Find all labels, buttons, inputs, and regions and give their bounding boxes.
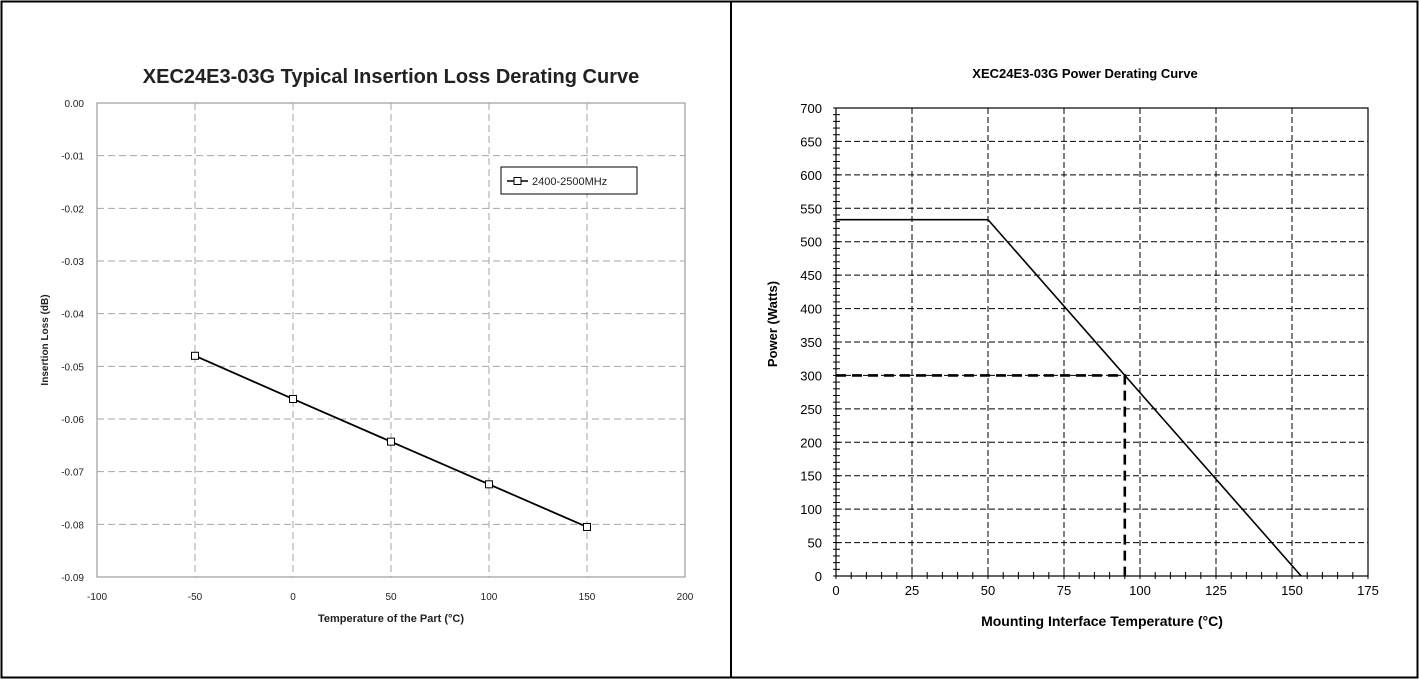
il-x-tick-label: -100 [87, 592, 107, 603]
pd-x-tick-label: 50 [981, 583, 995, 598]
pd-y-tick-label: 200 [800, 435, 822, 450]
pd-y-tick-label: 300 [800, 368, 822, 383]
pd-y-tick-label: 150 [800, 469, 822, 484]
pd-y-tick-label: 500 [800, 235, 822, 250]
pd-x-tick-label: 75 [1057, 583, 1071, 598]
il-legend-marker [513, 177, 522, 185]
il-y-tick-label: 0.00 [65, 99, 85, 110]
pd-x-tick-label: 150 [1281, 583, 1303, 598]
il-y-tick-label: -0.09 [61, 573, 84, 584]
il-x-tick-label: 50 [385, 592, 397, 603]
il-y-tick-label: -0.03 [61, 257, 84, 268]
il-legend: 2400-2500MHz [500, 166, 638, 195]
il-x-tick-label: 150 [579, 592, 596, 603]
pd-x-tick-label: 125 [1205, 583, 1227, 598]
pd-y-tick-label: 100 [800, 502, 822, 517]
il-data-point [289, 394, 297, 403]
pd-y-tick-label: 550 [800, 201, 822, 216]
pd-x-tick-label: 175 [1357, 583, 1379, 598]
pd-x-tick-label: 0 [832, 583, 839, 598]
il-legend-label: 2400-2500MHz [532, 176, 607, 188]
pd-y-tick-label: 350 [800, 335, 822, 350]
il-y-tick-label: -0.05 [61, 362, 84, 373]
power-derating-chart: XEC24E3-03G Power Derating Curve 0 50 100 1… [765, 66, 1379, 629]
pd-x-tick-label: 25 [905, 583, 919, 598]
il-x-axis-ticks: -100 -50 0 50 100 150 200 [87, 592, 694, 603]
pd-x-axis-label: Mounting Interface Temperature (°C) [981, 613, 1223, 629]
il-data-point [583, 522, 591, 531]
pd-y-tick-label: 700 [800, 101, 822, 116]
pd-y-tick-label: 50 [808, 536, 822, 551]
il-y-axis-label: Insertion Loss (dB) [40, 294, 51, 385]
il-y-axis-ticks: 0.00 -0.01 -0.02 -0.03 -0.04 -0.05 -0.06 -0.07 -… [61, 99, 84, 584]
pd-series-line [836, 218, 1302, 577]
pd-plot-area [835, 107, 1369, 577]
il-chart-title: XEC24E3-03G Typical Insertion Loss Derat… [143, 66, 639, 88]
il-y-tick-label: -0.01 [61, 152, 84, 163]
pd-y-tick-label: 0 [815, 569, 822, 584]
il-y-tick-label: -0.08 [61, 520, 84, 531]
pd-y-tick-label: 250 [800, 402, 822, 417]
il-data-point [485, 480, 493, 489]
pd-chart-title: XEC24E3-03G Power Derating Curve [972, 66, 1197, 81]
il-y-tick-label: -0.06 [61, 415, 84, 426]
il-x-tick-label: 0 [290, 592, 296, 603]
pd-y-tick-label: 650 [800, 134, 822, 149]
il-data-point [191, 351, 199, 360]
il-y-tick-label: -0.07 [61, 468, 84, 479]
il-y-tick-label: -0.02 [61, 204, 84, 215]
il-series-group [191, 351, 591, 531]
pd-series-group [836, 218, 1302, 577]
pd-y-tick-label: 450 [800, 268, 822, 283]
pd-x-tick-label: 100 [1129, 583, 1151, 598]
il-data-point [387, 437, 395, 446]
il-x-tick-label: -50 [188, 592, 203, 603]
insertion-loss-chart: XEC24E3-03G Typical Insertion Loss Derat… [40, 66, 694, 625]
pd-x-axis-ticks: 0 25 50 75 100 125 150 175 [832, 583, 1378, 598]
pd-y-tick-label: 400 [800, 302, 822, 317]
il-y-tick-label: -0.04 [61, 310, 84, 321]
il-x-tick-label: 100 [481, 592, 498, 603]
il-x-axis-label: Temperature of the Part (°C) [318, 613, 464, 625]
il-x-tick-label: 200 [677, 592, 694, 603]
pd-y-axis-label: Power (Watts) [765, 281, 780, 367]
pd-y-tick-label: 600 [800, 168, 822, 183]
pd-y-axis-ticks: 0 50 100 150 200 250 300 350 400 450 500 550 600 650 7… [800, 101, 822, 584]
